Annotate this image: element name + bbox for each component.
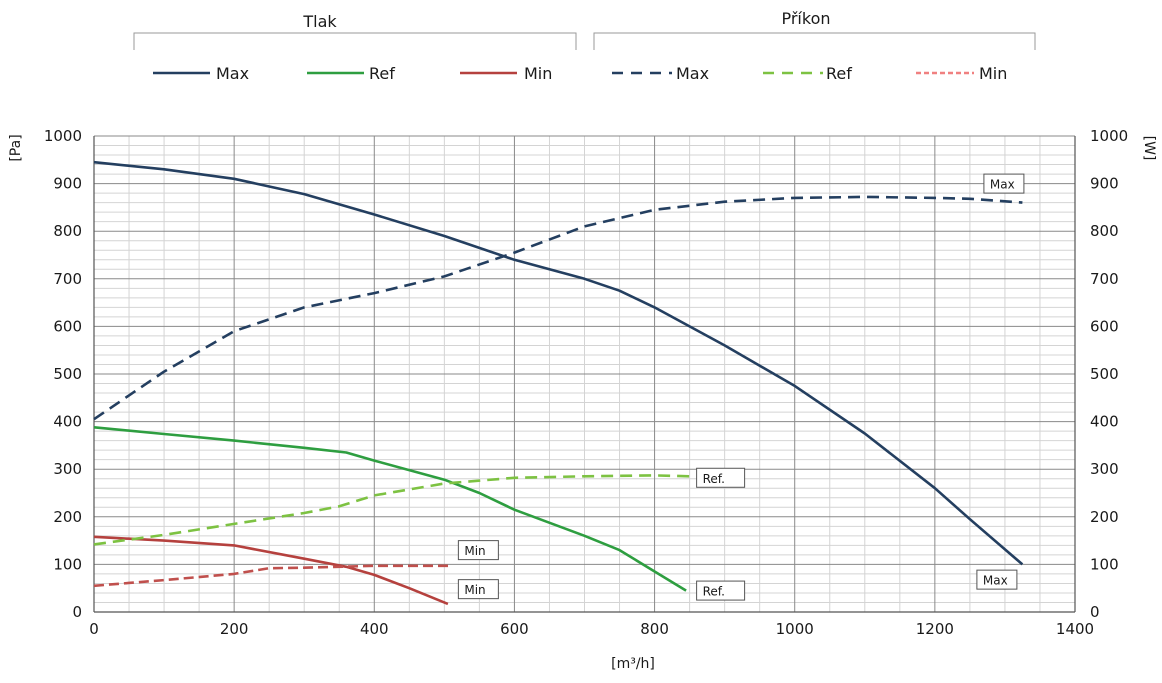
callout-label: Ref. <box>703 472 725 486</box>
x-tick-label: 400 <box>360 620 389 638</box>
legend-label-tlak-ref: Ref <box>369 64 395 83</box>
x-tick-label: 600 <box>500 620 529 638</box>
series-line-tlak-min <box>93 535 449 606</box>
grid <box>93 135 1076 613</box>
y-axis-left-label: [Pa] <box>8 134 24 161</box>
series-line-tlak-max <box>93 160 1024 566</box>
x-tick-label: 1400 <box>1056 620 1094 638</box>
curve-callout: Max <box>983 173 1025 194</box>
series-line-prikon-ref <box>93 474 690 546</box>
callout-box <box>976 569 1018 590</box>
series-line-prikon-max <box>93 195 1023 421</box>
callout-box <box>696 467 746 488</box>
annotations: Max Max Ref. Ref. Min Min <box>457 173 1025 601</box>
y-left-tick-label: 300 <box>53 460 82 478</box>
y-right-tick-label: 800 <box>1090 222 1119 240</box>
curve-callout: Min <box>457 540 499 561</box>
x-tick-label: 0 <box>89 620 99 638</box>
y-axis-right-label: [W] <box>1141 136 1157 161</box>
y-right-tick-label: 500 <box>1090 365 1119 383</box>
callout-label: Ref. <box>703 585 725 599</box>
series-line-tlak-ref <box>93 426 687 592</box>
y-left-tick-label: 600 <box>53 317 82 335</box>
curve-callout: Ref. <box>696 580 746 601</box>
y-right-tick-label: 300 <box>1090 460 1119 478</box>
legend-group-bracket-prikon <box>593 32 1036 50</box>
y-right-tick-label: 600 <box>1090 317 1119 335</box>
legend: Max Ref Min Max Ref Min <box>153 64 1007 83</box>
callout-box <box>983 173 1025 194</box>
x-tick-label: 1200 <box>916 620 954 638</box>
legend-label-prikon-ref: Ref <box>826 64 852 83</box>
y-left-tick-label: 200 <box>53 508 82 526</box>
series <box>93 160 1024 606</box>
legend-group-bracket-tlak <box>133 32 577 50</box>
callout-box <box>696 580 746 601</box>
callout-label: Min <box>464 583 485 597</box>
y-left-tick-label: 800 <box>53 222 82 240</box>
curve-callout: Min <box>457 579 499 600</box>
x-tick-label: 800 <box>640 620 669 638</box>
curve-callout: Ref. <box>696 467 746 488</box>
x-tick-label: 1000 <box>776 620 814 638</box>
callout-box <box>457 540 499 561</box>
legend-label-prikon-min: Min <box>979 64 1007 83</box>
axes: 0 200 400 600 800 1000 1200 1400010020030040050… <box>44 127 1128 638</box>
y-left-tick-label: 1000 <box>44 127 82 145</box>
callout-label: Max <box>990 178 1015 192</box>
x-axis-label: [m³/h] <box>611 656 655 672</box>
legend-label-tlak-max: Max <box>216 64 249 83</box>
callout-box <box>457 579 499 600</box>
y-right-tick-label: 200 <box>1090 508 1119 526</box>
series-line-prikon-min <box>93 564 452 588</box>
callout-label: Min <box>464 544 485 558</box>
y-left-tick-label: 0 <box>72 603 82 621</box>
y-right-tick-label: 100 <box>1090 555 1119 573</box>
legend-group-title-prikon: Příkon <box>781 9 830 28</box>
y-right-tick-label: 400 <box>1090 413 1119 431</box>
legend-label-tlak-min: Min <box>524 64 552 83</box>
y-right-tick-label: 1000 <box>1090 127 1128 145</box>
y-left-tick-label: 900 <box>53 175 82 193</box>
y-right-tick-label: 900 <box>1090 175 1119 193</box>
legend-group-title-tlak: Tlak <box>302 12 337 31</box>
curve-callout: Max <box>976 569 1018 590</box>
y-left-tick-label: 700 <box>53 270 82 288</box>
y-right-tick-label: 0 <box>1090 603 1100 621</box>
callout-label: Max <box>983 574 1008 588</box>
y-left-tick-label: 500 <box>53 365 82 383</box>
y-left-tick-label: 400 <box>53 413 82 431</box>
y-right-tick-label: 700 <box>1090 270 1119 288</box>
x-tick-label: 200 <box>220 620 249 638</box>
legend-label-prikon-max: Max <box>676 64 709 83</box>
y-left-tick-label: 100 <box>53 555 82 573</box>
